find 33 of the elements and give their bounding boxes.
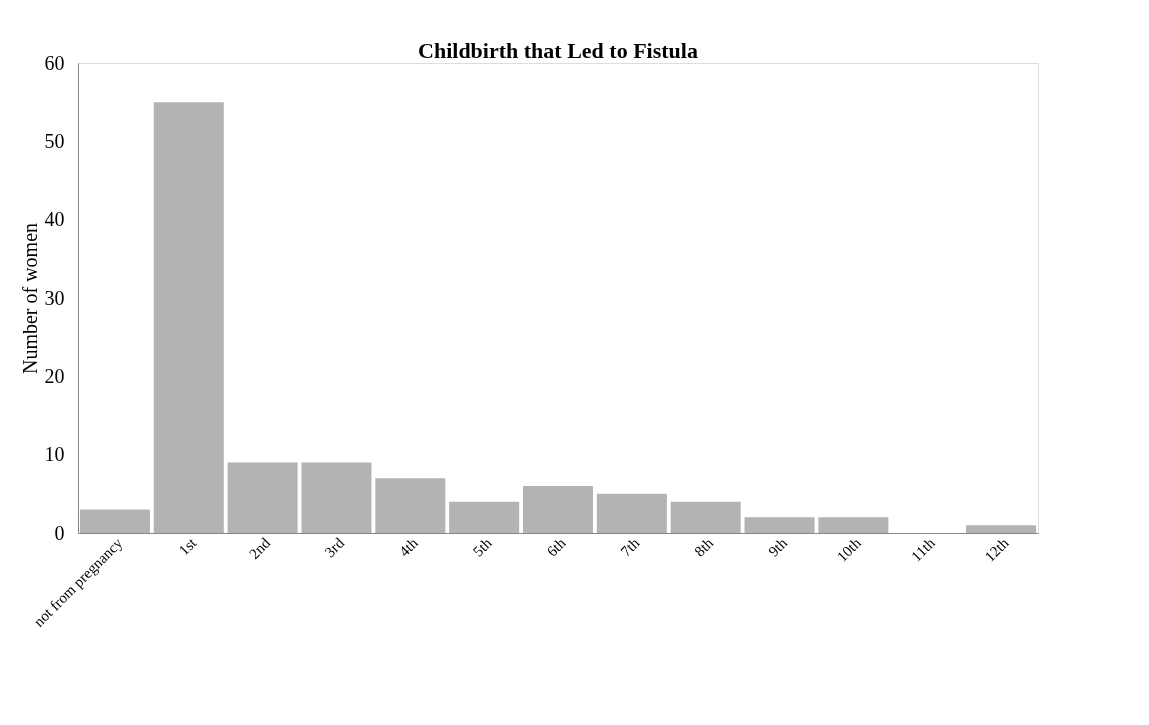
x-tick-label: 10th [833, 534, 865, 565]
bar [79, 509, 150, 533]
bar [966, 525, 1037, 533]
x-tick-label: 11th [908, 534, 939, 565]
bar [818, 517, 889, 533]
y-tick-label: 10 [44, 443, 65, 466]
bar [523, 486, 593, 533]
x-tick-label: 4th [396, 534, 422, 560]
bar [375, 478, 446, 533]
x-tick-label: 7th [617, 534, 643, 560]
bar [301, 462, 372, 533]
x-tick-label: 2nd [246, 534, 274, 563]
y-axis-title: Number of women [18, 222, 41, 375]
bar [227, 462, 298, 533]
bar [744, 517, 815, 533]
bar [153, 102, 224, 533]
y-tick-label: 60 [44, 51, 65, 74]
x-tick-label: 1st [175, 534, 200, 559]
x-tick-label: 12th [981, 534, 1013, 565]
y-tick-label: 40 [44, 208, 65, 231]
bar [596, 493, 667, 533]
bar [670, 501, 741, 533]
x-tick-label: 6th [543, 534, 569, 560]
x-tick-label: 5th [469, 534, 496, 560]
x-tick-label: 8th [691, 534, 717, 560]
x-tick-label: 9th [765, 534, 791, 560]
y-tick-label: 0 [54, 521, 65, 544]
bar [449, 501, 520, 533]
y-tick-label: 20 [44, 364, 65, 387]
y-tick-label: 30 [44, 286, 65, 309]
x-tick-label: 3rd [321, 534, 348, 561]
chart-title: Childbirth that Led to Fistula [418, 38, 698, 63]
y-tick-label: 50 [44, 129, 65, 152]
